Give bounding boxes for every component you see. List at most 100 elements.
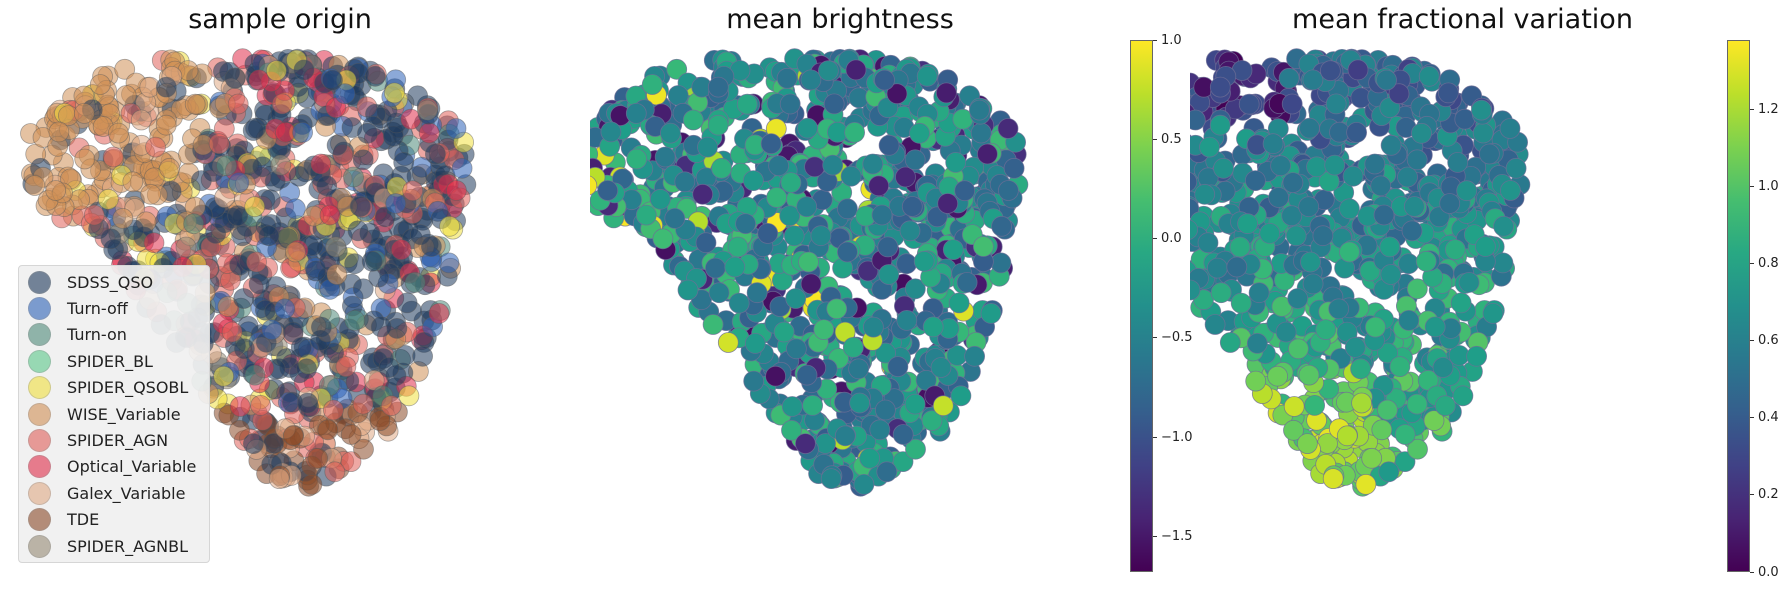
scatter-point xyxy=(184,93,206,115)
scatter-point xyxy=(842,336,864,358)
scatter-point xyxy=(73,103,95,124)
scatter-point xyxy=(836,198,858,220)
scatter-point xyxy=(1213,157,1234,179)
scatter-point xyxy=(228,172,250,194)
legend-label: Galex_Variable xyxy=(67,483,186,503)
legend-marker xyxy=(28,455,51,479)
scatter-point xyxy=(1398,253,1420,275)
scatter-point xyxy=(743,370,765,392)
scatter-point xyxy=(270,154,292,176)
legend-marker xyxy=(28,376,51,400)
legend-label: SPIDER_QSOBL xyxy=(67,378,189,398)
scatter-point xyxy=(1209,76,1231,98)
scatter-point xyxy=(344,309,366,331)
panel-mean-fractional-variation: mean fractional variation 1.2 1.0 0.8 0.6 0.… xyxy=(1190,0,1790,590)
scatter-point xyxy=(323,342,345,364)
scatter-point xyxy=(707,76,729,98)
scatter-point xyxy=(265,60,287,82)
chart-title: mean brightness xyxy=(726,4,954,35)
scatter-point xyxy=(122,171,144,193)
scatter-point xyxy=(800,69,822,91)
scatter-point xyxy=(1229,236,1251,258)
scatter-point xyxy=(1336,425,1358,447)
legend-label: WISE_Variable xyxy=(67,404,181,424)
scatter-point xyxy=(635,204,657,226)
scatter-point xyxy=(904,393,926,415)
scatter-point xyxy=(229,396,251,417)
scatter-point xyxy=(24,175,46,196)
scatter-point xyxy=(862,153,884,175)
scatter-point xyxy=(742,170,764,192)
scatter-point xyxy=(692,183,714,205)
scatter-point xyxy=(757,222,779,244)
scatter-point xyxy=(1359,260,1381,282)
scatter-point xyxy=(404,271,426,293)
scatter-point xyxy=(1283,419,1304,441)
scatter-point xyxy=(945,151,967,173)
scatter-point xyxy=(288,165,310,187)
scatter-point xyxy=(420,236,442,257)
colorbar-tick-label: 0.8 xyxy=(1758,256,1779,272)
scatter-point xyxy=(1470,99,1492,121)
scatter-point xyxy=(248,69,270,91)
scatter-point xyxy=(660,122,681,144)
scatter-point xyxy=(1194,183,1216,205)
scatter-point xyxy=(1312,225,1334,247)
scatter-point xyxy=(1298,364,1320,386)
chart-title: mean fractional variation xyxy=(1292,4,1633,35)
colorbar-tick-label: 0.4 xyxy=(1758,410,1779,426)
scatter-point xyxy=(227,93,249,115)
scatter-point xyxy=(1364,316,1386,338)
scatter-point xyxy=(746,282,768,304)
colorbar-tick: 1.0 xyxy=(1153,32,1182,48)
scatter-point xyxy=(1347,59,1369,81)
legend-marker xyxy=(28,534,51,558)
scatter-point xyxy=(708,282,730,304)
scatter-point xyxy=(727,236,749,258)
scatter-point xyxy=(74,148,96,170)
colorbar-tick-label: −1.0 xyxy=(1161,429,1193,445)
colorbar-tick-label: 0.6 xyxy=(1758,333,1779,349)
scatter-point xyxy=(310,316,332,338)
scatter-point xyxy=(1478,143,1500,165)
scatter-point xyxy=(779,205,801,227)
scatter-point xyxy=(274,298,296,320)
scatter-point xyxy=(677,279,699,301)
scatter-point xyxy=(1246,332,1268,354)
scatter-point xyxy=(1346,121,1368,143)
scatter-point xyxy=(1482,302,1504,324)
scatter-point xyxy=(352,393,374,415)
scatter-point xyxy=(913,250,935,272)
scatter-point xyxy=(1338,241,1360,263)
colorbar-tick-mark xyxy=(1750,108,1754,110)
scatter-point xyxy=(810,225,832,247)
scatter-point xyxy=(785,288,807,309)
scatter-point xyxy=(1389,356,1411,378)
scatter-point xyxy=(1355,473,1377,495)
scatter-point xyxy=(1237,213,1258,235)
legend-item: SDSS_QSO xyxy=(19,269,209,295)
scatter-point xyxy=(1439,193,1461,214)
scatter-point xyxy=(597,180,619,201)
scatter-point xyxy=(326,134,348,156)
scatter-point xyxy=(875,342,897,364)
scatter-point xyxy=(844,121,866,143)
scatter-point xyxy=(378,357,400,378)
legend-item: Turn-off xyxy=(19,295,209,321)
scatter-point xyxy=(724,256,746,278)
legend-marker xyxy=(28,508,51,532)
legend-label: SPIDER_AGNBL xyxy=(67,536,188,556)
legend-item: SPIDER_AGNBL xyxy=(19,533,209,559)
scatter-point xyxy=(290,336,312,358)
scatter-point xyxy=(100,228,122,250)
scatter-point xyxy=(227,205,249,227)
scatter-point xyxy=(1315,319,1337,341)
scatter-point xyxy=(848,358,870,380)
colorbar-tick: 1.2 xyxy=(1750,101,1779,117)
scatter-point xyxy=(1493,215,1515,237)
scatter-point xyxy=(1226,256,1248,278)
scatter-mean-brightness xyxy=(590,48,1029,497)
scatter-point xyxy=(1499,180,1521,201)
scatter-point xyxy=(849,392,871,414)
scatter-point xyxy=(1270,155,1291,177)
